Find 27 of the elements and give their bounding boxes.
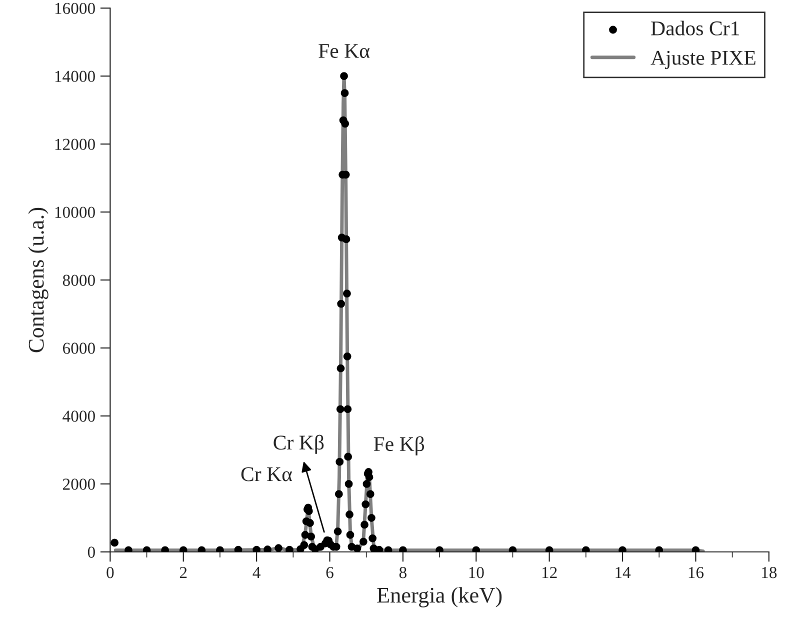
y-tick-label: 6000 [62, 342, 95, 354]
x-tick-label: 18 [762, 566, 777, 578]
y-tick-label: 0 [88, 546, 95, 558]
annotation: Cr Kα [241, 467, 292, 482]
x-tick-label: 16 [688, 566, 704, 578]
y-tick-label: 14000 [55, 70, 95, 82]
y-tick-label: 4000 [62, 410, 95, 422]
annotation: Fe Kβ [374, 436, 424, 456]
x-tick-label: 10 [469, 566, 484, 578]
y-tick-label: 10000 [55, 206, 95, 218]
y-tick-label: 12000 [55, 138, 95, 150]
annotation: Fe Kα [318, 44, 370, 58]
legend-label: Dados Cr1 [651, 20, 739, 36]
x-tick-label: 14 [616, 567, 631, 578]
x-tick-label: 12 [542, 566, 557, 578]
x-tick-label: 4 [252, 567, 260, 578]
y-tick-label: 2000 [62, 478, 95, 490]
x-tick-label: 2 [180, 566, 187, 578]
x-tick-label: 0 [106, 566, 114, 578]
x-axis-title: Energia (keV) [377, 587, 502, 608]
y-axis-title: Contagens (u.a.) [28, 208, 48, 352]
legend-label: Ajuste PIXE [650, 50, 756, 70]
annotation: Cr Kβ [274, 434, 324, 454]
x-tick-label: 8 [399, 566, 406, 578]
y-tick-label: 8000 [62, 274, 95, 286]
x-tick-label: 6 [326, 566, 334, 578]
y-tick-label: 16000 [55, 2, 95, 14]
